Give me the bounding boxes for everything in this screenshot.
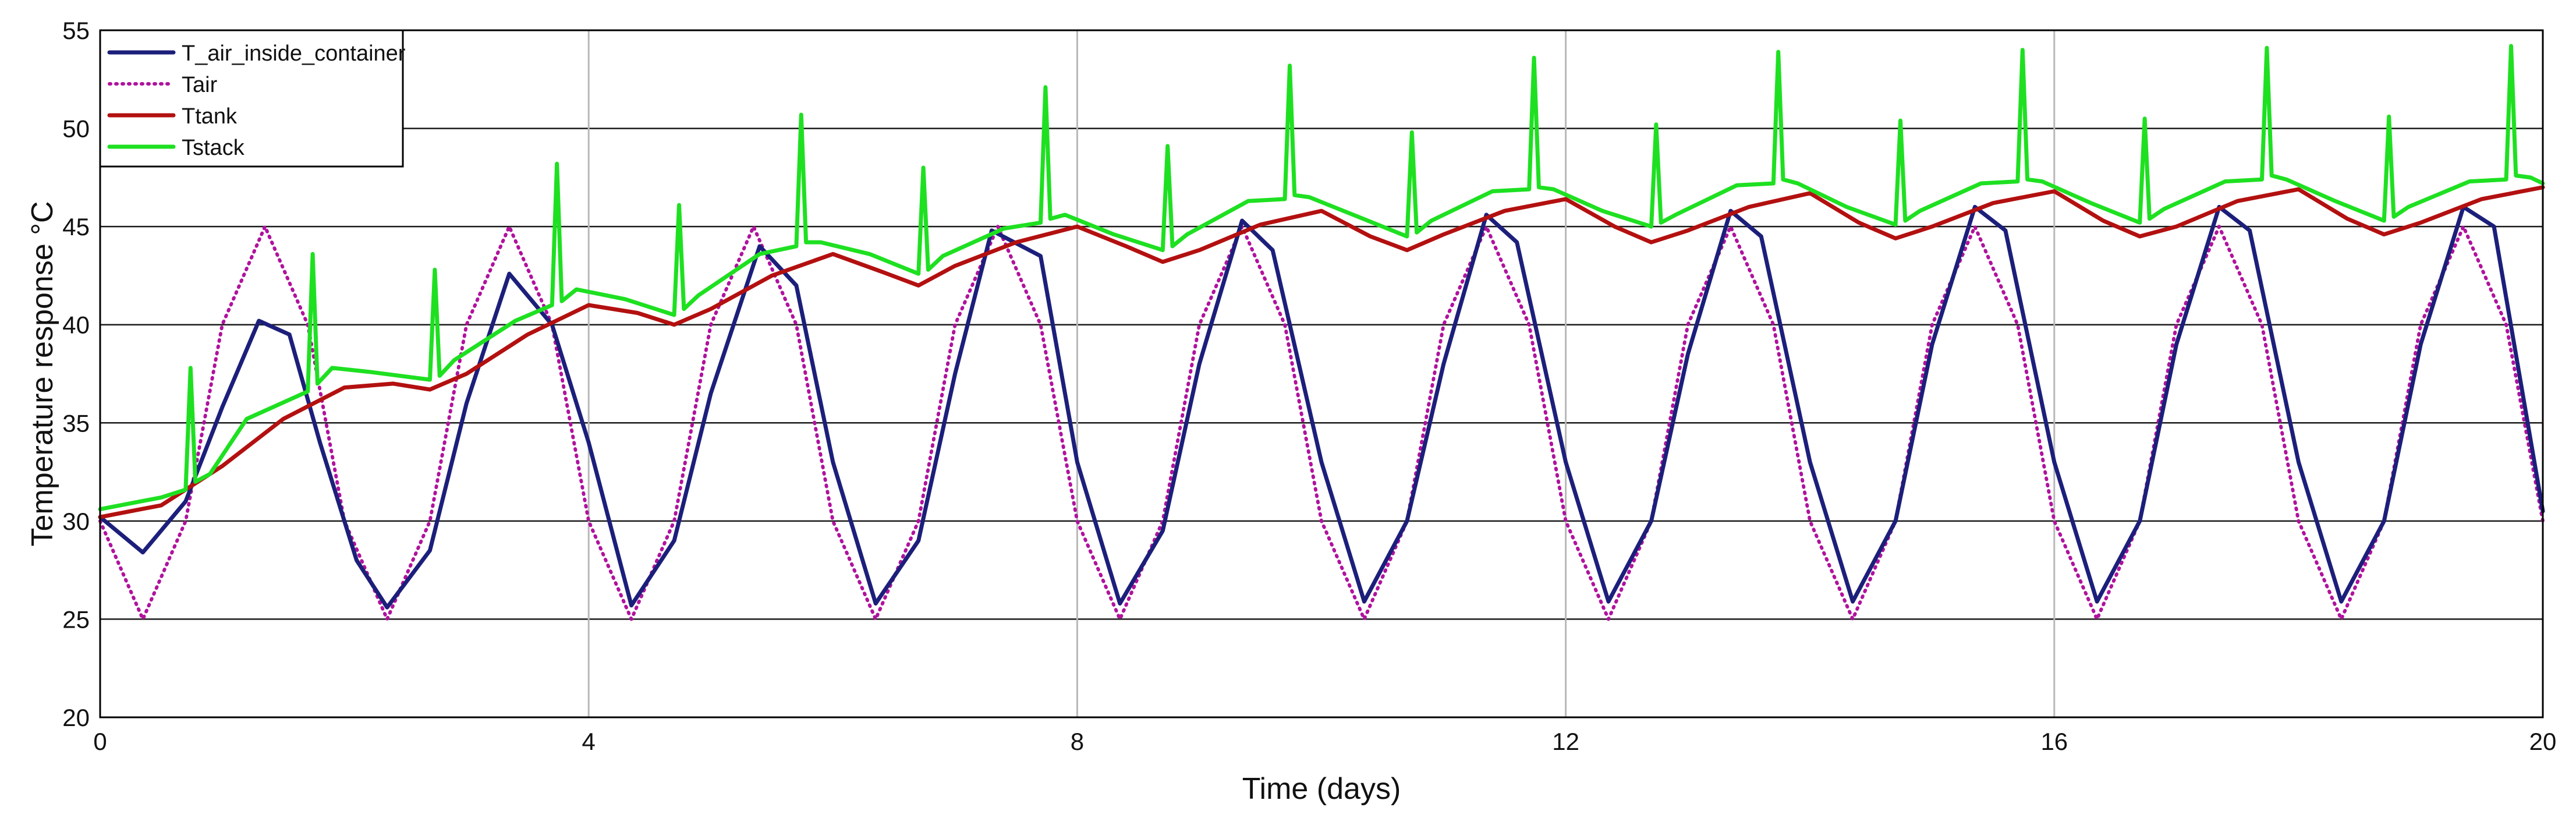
y-tick-label: 45: [62, 213, 90, 240]
x-tick-label: 20: [2529, 728, 2557, 755]
y-tick-label: 40: [62, 311, 90, 339]
legend-label: T_air_inside_container: [182, 41, 406, 66]
x-tick-label: 0: [93, 728, 107, 755]
y-tick-label: 55: [62, 17, 90, 44]
x-tick-label: 8: [1071, 728, 1084, 755]
x-tick-label: 16: [2040, 728, 2068, 755]
x-axis-label: Time (days): [1242, 772, 1401, 806]
legend-label: Tair: [182, 73, 218, 97]
series-line-ttank: [98, 185, 2545, 519]
plot-frame: [99, 29, 2544, 718]
x-tick-label: 4: [582, 728, 596, 755]
y-tick-label: 20: [62, 704, 90, 731]
legend: T_air_inside_container Tair Ttank Tstack: [99, 29, 406, 168]
legend-label: Ttank: [182, 104, 238, 129]
y-tick-label: 30: [62, 508, 90, 535]
series-line-tstack: [98, 44, 2545, 512]
y-tick-label: 25: [62, 606, 90, 633]
x-tick-label: 12: [1552, 728, 1579, 755]
series-line-t-air-inside-container: [98, 204, 2545, 610]
y-tick-label: 35: [62, 409, 90, 437]
legend-label: Tstack: [182, 136, 245, 160]
y-axis-label: Temperature response °C: [26, 201, 59, 546]
y-tick-label: 50: [62, 115, 90, 143]
